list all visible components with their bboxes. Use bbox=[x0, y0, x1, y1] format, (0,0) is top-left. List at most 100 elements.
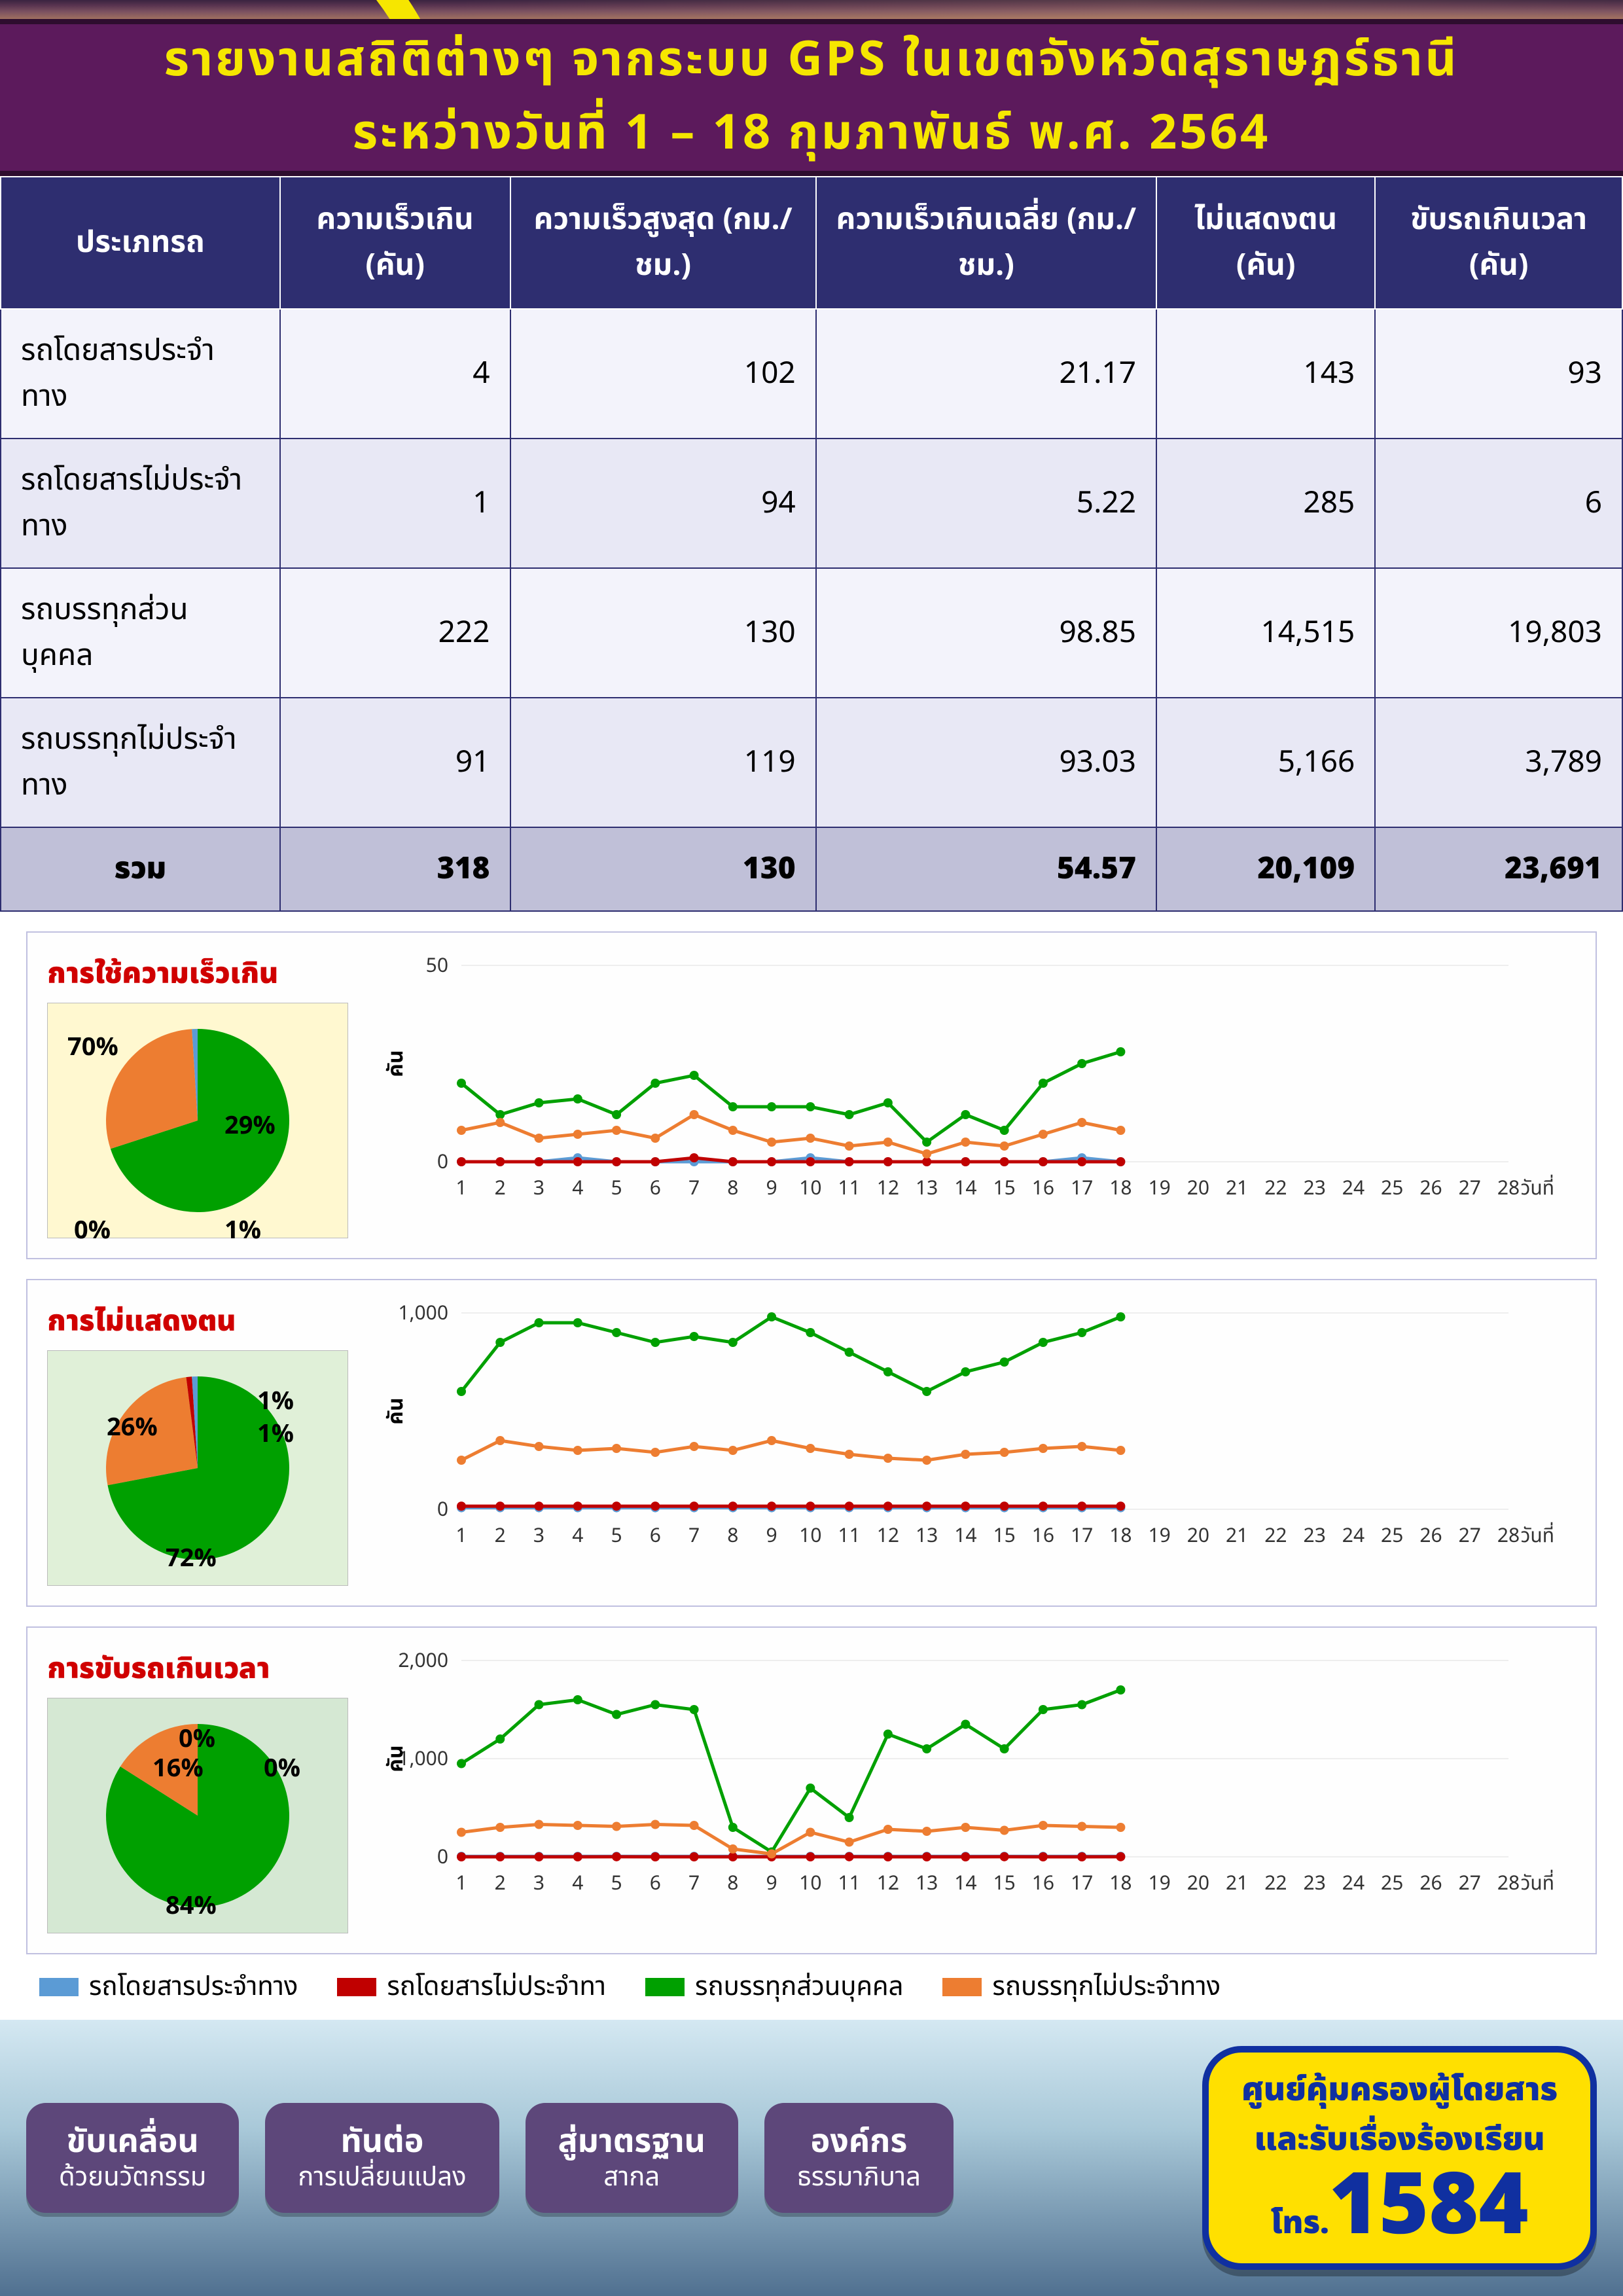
svg-text:12: 12 bbox=[877, 1521, 899, 1551]
pie-chart: 70%29%1%0% bbox=[47, 1003, 348, 1238]
stats-table: ประเภทรถความเร็วเกิน (คัน)ความเร็วสูงสุด… bbox=[0, 176, 1623, 912]
svg-text:15: 15 bbox=[993, 1521, 1015, 1551]
svg-text:16: 16 bbox=[1032, 1174, 1054, 1204]
svg-text:10: 10 bbox=[799, 1174, 821, 1204]
svg-text:2: 2 bbox=[495, 1174, 506, 1204]
svg-text:0: 0 bbox=[437, 1842, 448, 1873]
svg-text:13: 13 bbox=[916, 1521, 938, 1551]
svg-text:13: 13 bbox=[916, 1869, 938, 1899]
svg-text:14: 14 bbox=[954, 1521, 976, 1551]
svg-text:23: 23 bbox=[1304, 1521, 1326, 1551]
row-name: รถโดยสารไม่ประจำทาง bbox=[1, 439, 280, 568]
svg-text:1: 1 bbox=[455, 1521, 467, 1551]
svg-text:22: 22 bbox=[1264, 1174, 1287, 1204]
table-row: รถบรรทุกไม่ประจำทาง9111993.035,1663,789 bbox=[1, 698, 1622, 827]
pie-chart: 84%16%0%0% bbox=[47, 1698, 348, 1933]
svg-text:16: 16 bbox=[1032, 1521, 1054, 1551]
pie-panel: การขับรถเกินเวลา 84%16%0%0% bbox=[41, 1641, 355, 1940]
svg-text:12: 12 bbox=[877, 1174, 899, 1204]
charts-section: การใช้ความเร็วเกิน 70%29%1%0%05012345678… bbox=[0, 912, 1623, 1961]
hotline-line1: ศูนย์คุ้มครองผู้โดยสาร bbox=[1241, 2066, 1558, 2115]
svg-text:4: 4 bbox=[572, 1869, 583, 1899]
svg-text:26: 26 bbox=[1419, 1521, 1442, 1551]
svg-text:คัน: คัน bbox=[381, 1745, 412, 1772]
pill-bottom: ธรรมาภิบาล bbox=[797, 2162, 921, 2193]
table-row: รถบรรทุกส่วนบุคคล22213098.8514,51519,803 bbox=[1, 568, 1622, 698]
svg-text:25: 25 bbox=[1381, 1174, 1403, 1204]
svg-text:4: 4 bbox=[572, 1174, 583, 1204]
banner-line1: รายงานสถิติต่างๆ จากระบบ GPS ในเขตจังหวั… bbox=[164, 24, 1459, 98]
svg-text:1,000: 1,000 bbox=[398, 1299, 448, 1329]
total-cell: 23,691 bbox=[1375, 827, 1622, 911]
svg-text:9: 9 bbox=[766, 1521, 777, 1551]
footer-pill: องค์กรธรรมาภิบาล bbox=[764, 2103, 954, 2213]
chart-row: การขับรถเกินเวลา 84%16%0%0%01,0002,00012… bbox=[26, 1626, 1597, 1954]
svg-text:17: 17 bbox=[1071, 1521, 1093, 1551]
hotline-box: ศูนย์คุ้มครองผู้โดยสาร และรับเรื่องร้องเ… bbox=[1202, 2046, 1597, 2270]
row-cell: 3,789 bbox=[1375, 698, 1622, 827]
table-row: รถโดยสารไม่ประจำทาง1945.222856 bbox=[1, 439, 1622, 568]
legend-swatch bbox=[39, 1978, 79, 1996]
pie-slice-label: 0% bbox=[74, 1213, 111, 1250]
row-cell: 5.22 bbox=[816, 439, 1156, 568]
svg-text:15: 15 bbox=[993, 1174, 1015, 1204]
table-header: ความเร็วสูงสุด (กม./ชม.) bbox=[510, 177, 816, 309]
svg-text:25: 25 bbox=[1381, 1869, 1403, 1899]
line-chart: 0501234567891011121314151617181920212223… bbox=[374, 946, 1582, 1245]
chart-row: การไม่แสดงตน 72%26%1%1%01,00012345678910… bbox=[26, 1279, 1597, 1607]
total-name: รวม bbox=[1, 827, 280, 911]
svg-text:1: 1 bbox=[455, 1174, 467, 1204]
table-total-row: รวม31813054.5720,10923,691 bbox=[1, 827, 1622, 911]
footer-pill: ทันต่อการเปลี่ยนแปลง bbox=[265, 2103, 499, 2213]
table-header: ประเภทรถ bbox=[1, 177, 280, 309]
row-cell: 130 bbox=[510, 568, 816, 698]
svg-text:26: 26 bbox=[1419, 1174, 1442, 1204]
svg-text:11: 11 bbox=[838, 1869, 860, 1899]
svg-text:5: 5 bbox=[611, 1174, 622, 1204]
chart-title: การใช้ความเร็วเกิน bbox=[47, 952, 348, 996]
svg-text:19: 19 bbox=[1149, 1521, 1171, 1551]
svg-text:5: 5 bbox=[611, 1869, 622, 1899]
pie-slice-label: 84% bbox=[166, 1888, 217, 1926]
svg-text:17: 17 bbox=[1071, 1174, 1093, 1204]
svg-text:15: 15 bbox=[993, 1869, 1015, 1899]
svg-text:9: 9 bbox=[766, 1174, 777, 1204]
svg-text:28: 28 bbox=[1497, 1174, 1520, 1204]
footer-pill: สู่มาตรฐานสากล bbox=[526, 2103, 738, 2213]
svg-text:18: 18 bbox=[1109, 1521, 1132, 1551]
svg-text:19: 19 bbox=[1149, 1174, 1171, 1204]
svg-text:20: 20 bbox=[1187, 1521, 1209, 1551]
svg-text:7: 7 bbox=[688, 1521, 700, 1551]
chart-row: การใช้ความเร็วเกิน 70%29%1%0%05012345678… bbox=[26, 931, 1597, 1259]
pie-slice-label: 1% bbox=[257, 1416, 294, 1454]
decor-arc bbox=[0, 0, 458, 19]
total-cell: 20,109 bbox=[1156, 827, 1375, 911]
pill-bottom: ด้วยนวัตกรรม bbox=[59, 2162, 206, 2193]
svg-text:18: 18 bbox=[1109, 1869, 1132, 1899]
pie-slice-label: 72% bbox=[166, 1541, 217, 1578]
svg-text:2,000: 2,000 bbox=[398, 1646, 448, 1676]
chart-legend: รถโดยสารประจำทาง รถโดยสารไม่ประจำทา รถบร… bbox=[0, 1961, 1623, 2020]
line-chart: 01,0001234567891011121314151617181920212… bbox=[374, 1293, 1582, 1592]
row-cell: 222 bbox=[280, 568, 510, 698]
row-cell: 5,166 bbox=[1156, 698, 1375, 827]
total-cell: 130 bbox=[510, 827, 816, 911]
svg-text:28: 28 bbox=[1497, 1521, 1520, 1551]
pie-chart: 72%26%1%1% bbox=[47, 1350, 348, 1586]
svg-text:0: 0 bbox=[437, 1147, 448, 1177]
svg-text:24: 24 bbox=[1342, 1521, 1364, 1551]
row-cell: 4 bbox=[280, 309, 510, 439]
svg-text:26: 26 bbox=[1419, 1869, 1442, 1899]
svg-text:1: 1 bbox=[455, 1869, 467, 1899]
row-cell: 119 bbox=[510, 698, 816, 827]
row-name: รถโดยสารประจำทาง bbox=[1, 309, 280, 439]
chart-title: การไม่แสดงตน bbox=[47, 1300, 348, 1344]
row-cell: 19,803 bbox=[1375, 568, 1622, 698]
svg-text:20: 20 bbox=[1187, 1174, 1209, 1204]
svg-text:25: 25 bbox=[1381, 1521, 1403, 1551]
total-cell: 318 bbox=[280, 827, 510, 911]
svg-text:17: 17 bbox=[1071, 1869, 1093, 1899]
svg-text:21: 21 bbox=[1226, 1869, 1248, 1899]
pie-slice-label: 26% bbox=[107, 1410, 158, 1447]
svg-text:10: 10 bbox=[799, 1869, 821, 1899]
